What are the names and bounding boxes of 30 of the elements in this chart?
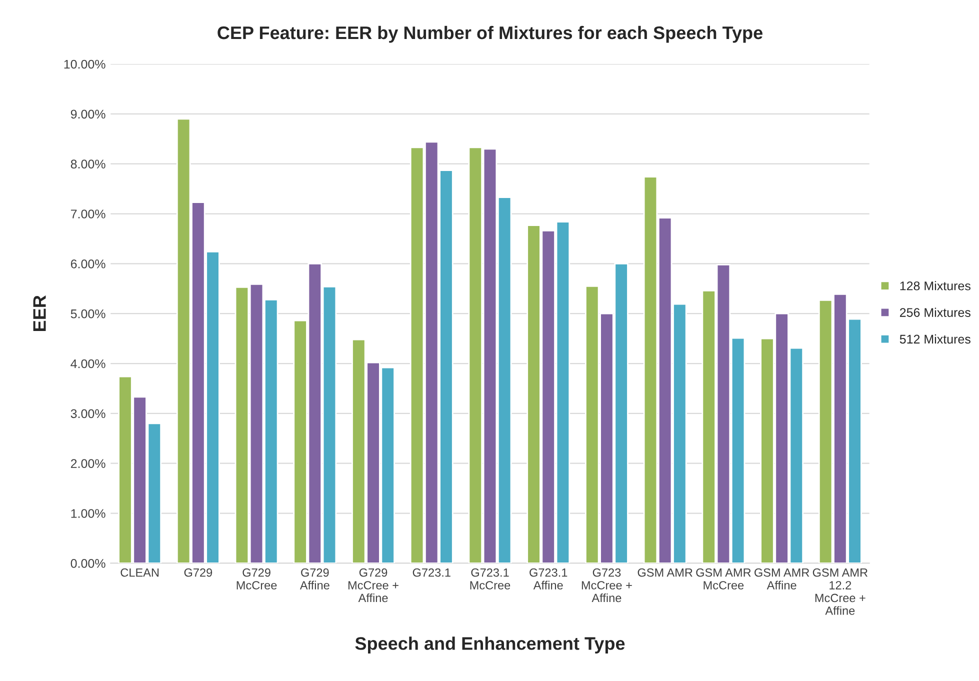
y-tick-label: 2.00% [70, 459, 106, 468]
y-tick-label: 3.00% [70, 409, 106, 418]
x-tick-label: GSM AMR 12.2 McCree + Affine [812, 568, 868, 615]
y-tick-label: 5.00% [70, 309, 106, 318]
y-tick-label: 0.00% [70, 558, 106, 568]
x-tick-label: G729 [184, 568, 212, 577]
x-tick-label: G729 McCree [236, 568, 277, 590]
x-tick-label: GSM AMR Affine [754, 568, 810, 590]
x-tick-label: G723 McCree + Affine [582, 568, 632, 602]
x-tick-label: G729 Affine [300, 568, 330, 590]
x-tick-label: G723.1 McCree [470, 568, 510, 590]
y-axis-title: EER [33, 295, 46, 331]
y-tick-label: 8.00% [70, 160, 106, 168]
x-tick-label: G723.1 Affine [530, 568, 568, 590]
x-axis-title: Speech and Enhancement Type [355, 636, 625, 654]
y-tick-label: 7.00% [70, 210, 106, 218]
y-tick-label: 4.00% [70, 359, 106, 368]
x-tick-label: CLEAN [120, 568, 159, 577]
y-tick-label: 10.00% [64, 60, 106, 69]
chart-title: CEP Feature: EER by Number of Mixtures for each Speech Type [218, 26, 762, 43]
y-tick-label: 9.00% [70, 110, 106, 119]
x-tick-label: GSM AMR McCree [696, 568, 751, 590]
y-tick-label: 6.00% [70, 259, 106, 268]
y-tick-label: 1.00% [71, 509, 106, 518]
x-tick-label: G723.1 [412, 568, 450, 577]
x-tick-label: G729 McCree + Affine [348, 568, 398, 602]
x-tick-label: GSM AMR [638, 568, 692, 577]
legend-label: 512 Mixtures [900, 334, 970, 344]
legend-label: 256 Mixtures [900, 308, 970, 317]
legend-label: 128 Mixtures [900, 281, 970, 290]
